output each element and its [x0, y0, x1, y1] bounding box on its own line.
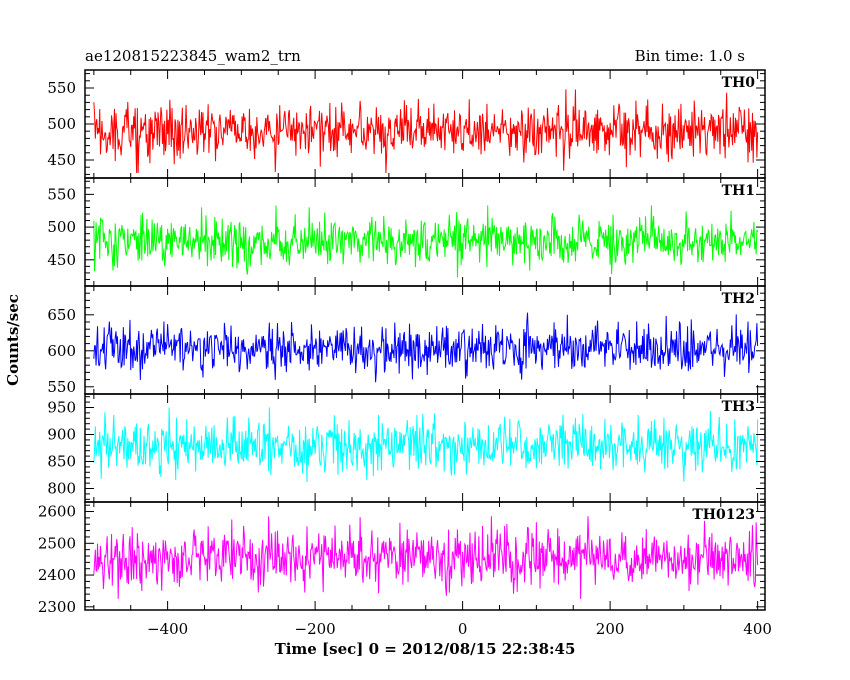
series-line-th0123 [93, 516, 759, 599]
y-tick-label: 2600 [38, 503, 76, 521]
series-label-th1: TH1 [722, 183, 755, 199]
series-label-th2: TH2 [722, 291, 755, 307]
y-tick-label: 600 [47, 342, 76, 360]
y-axis-label: Counts/sec [4, 294, 22, 386]
y-tick-label: 950 [47, 399, 76, 417]
y-tick-label: 800 [47, 480, 76, 498]
series-line-th1 [93, 205, 759, 278]
y-tick-label: 450 [47, 151, 76, 169]
y-tick-label: 650 [47, 306, 76, 324]
y-tick-label: 450 [47, 251, 76, 269]
series-label-th0: TH0 [722, 75, 756, 91]
x-tick-label: 0 [458, 620, 468, 638]
y-tick-label: 2500 [38, 534, 76, 552]
series-label-th3: TH3 [722, 399, 755, 415]
x-axis: −400 −200 0 200 400 [147, 620, 772, 638]
bin-time-label: Bin time: 1.0 s [635, 47, 745, 65]
y-tick-label: 2300 [38, 598, 76, 616]
x-tick-label: 200 [596, 620, 625, 638]
y-tick-label: 550 [47, 79, 76, 97]
x-tick-label: −200 [295, 620, 336, 638]
x-tick-label: −400 [147, 620, 188, 638]
x-axis-label: Time [sec] 0 = 2012/08/15 22:38:45 [275, 640, 576, 658]
series-line-th3 [93, 407, 759, 482]
panel-th0123: 2300 2400 2500 2600 TH0123 [38, 501, 766, 616]
y-tick-label: 900 [47, 426, 76, 444]
panel-th0: 450 500 550 TH0 [47, 69, 766, 179]
panel-th2: 550 600 650 TH2 [47, 285, 766, 396]
y-tick-label: 550 [47, 185, 76, 203]
y-tick-label: 550 [47, 378, 76, 396]
y-tick-label: 2400 [38, 566, 76, 584]
x-tick-label: 400 [743, 620, 772, 638]
chart-title: ae120815223845_wam2_trn [85, 47, 301, 65]
y-tick-label: 500 [47, 218, 76, 236]
series-line-th2 [93, 312, 759, 383]
y-tick-label: 500 [47, 115, 76, 133]
series-label-th0123: TH0123 [692, 507, 755, 523]
y-tick-label: 850 [47, 453, 76, 471]
panel-th3: 800 850 900 950 TH3 [47, 393, 766, 503]
series-line-th0 [93, 89, 759, 173]
panel-th1: 450 500 550 TH1 [47, 177, 766, 287]
